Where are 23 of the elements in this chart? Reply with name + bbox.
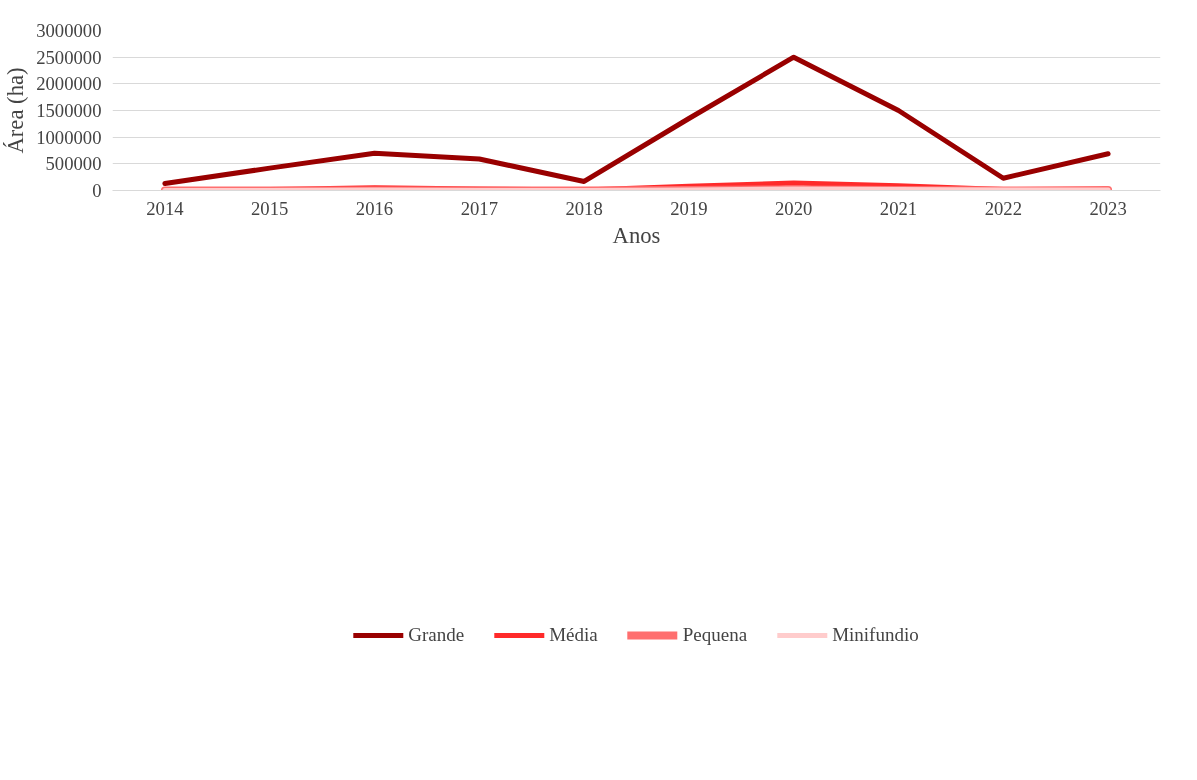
x-tick-label: 2019 (670, 197, 708, 219)
x-tick-label: 2022 (984, 197, 1022, 219)
legend-label: Pequena (682, 623, 748, 646)
y-tick-label: 0 (92, 180, 102, 201)
y-tick-label: 2000000 (36, 73, 102, 95)
y-tick-label: 1500000 (36, 100, 102, 121)
x-tick-label: 2017 (460, 197, 498, 219)
y-tick-label: 1000000 (36, 126, 102, 148)
legend-label: Média (549, 623, 598, 646)
x-tick-label: 2021 (879, 197, 918, 219)
legend-label: Grande (408, 623, 465, 646)
y-axis-title: Área (ha) (3, 67, 29, 154)
x-tick-label: 2015 (251, 197, 289, 219)
y-tick-label: 2500000 (36, 46, 102, 68)
x-tick-label: 2020 (775, 197, 813, 219)
x-tick-label: 2014 (146, 197, 185, 219)
x-tick-label: 2016 (355, 197, 394, 219)
x-tick-label: 2018 (565, 197, 603, 219)
x-axis-title: Anos (612, 222, 661, 248)
legend-label: Minifundio (832, 623, 919, 646)
x-tick-label: 2023 (1089, 197, 1127, 219)
y-tick-label: 3000000 (36, 20, 102, 41)
y-tick-label: 500000 (45, 153, 102, 175)
